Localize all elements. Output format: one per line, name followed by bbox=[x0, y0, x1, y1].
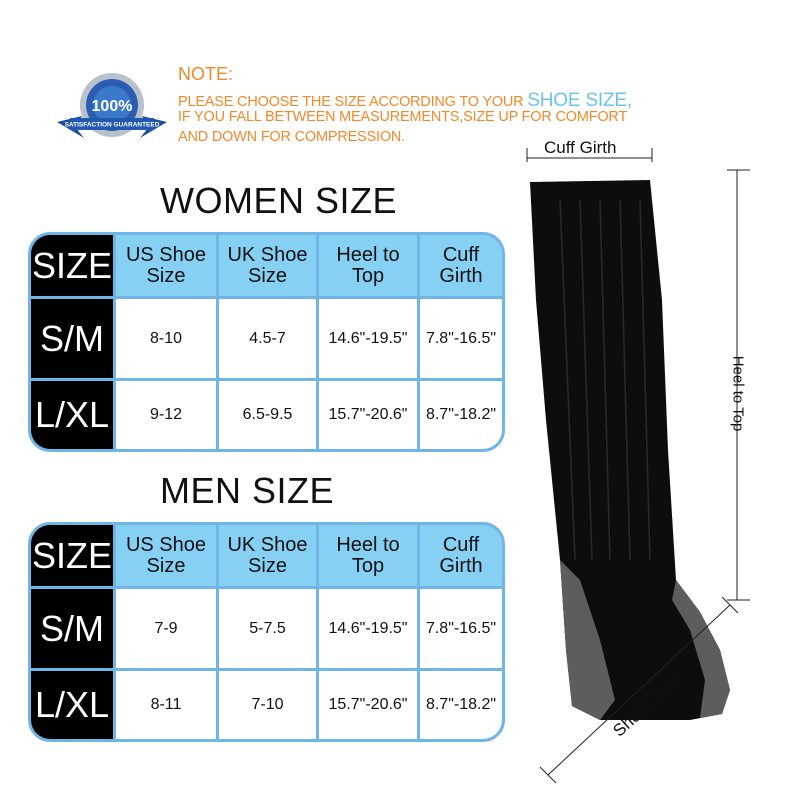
cell: 14.6"-19.5" bbox=[319, 299, 417, 378]
header-cuff-girth: Cuff Girth bbox=[420, 525, 502, 586]
cell: 8-11 bbox=[116, 671, 216, 739]
badge-ring-text: SATISFACTION GUARANTEED bbox=[65, 122, 160, 129]
note-line-3: AND DOWN FOR COMPRESSION. bbox=[178, 129, 406, 145]
cell: 15.7"-20.6" bbox=[319, 671, 417, 739]
header-heel-to-top: Heel to Top bbox=[319, 235, 417, 296]
cell: 6.5-9.5 bbox=[219, 381, 316, 449]
header-us-shoe: US Shoe Size bbox=[116, 525, 216, 586]
row-size: S/M bbox=[31, 299, 113, 378]
satisfaction-guaranteed-badge: 100% SATISFACTION GUARANTEED bbox=[57, 73, 167, 138]
note-line-2: IF YOU FALL BETWEEN MEASUREMENTS,SIZE UP… bbox=[178, 109, 628, 125]
cell: 7.8"-16.5" bbox=[420, 589, 502, 668]
cell: 8.7"-18.2" bbox=[420, 381, 502, 449]
cell: 8-10 bbox=[116, 299, 216, 378]
cell: 4.5-7 bbox=[219, 299, 316, 378]
women-size-title: WOMEN SIZE bbox=[160, 180, 397, 221]
cell: 14.6"-19.5" bbox=[319, 589, 417, 668]
header-size: SIZE bbox=[31, 235, 113, 296]
women-size-table: SIZE US Shoe Size UK Shoe Size Heel to T… bbox=[28, 232, 505, 452]
heel-to-top-arrow bbox=[727, 169, 750, 601]
men-size-table: SIZE US Shoe Size UK Shoe Size Heel to T… bbox=[28, 522, 505, 742]
header-uk-shoe: UK Shoe Size bbox=[219, 235, 316, 296]
note-text: PLEASE CHOOSE THE SIZE ACCORDING TO YOUR bbox=[178, 94, 528, 110]
row-size: L/XL bbox=[31, 671, 113, 739]
note-line-1: PLEASE CHOOSE THE SIZE ACCORDING TO YOUR… bbox=[178, 90, 632, 112]
cuff-girth-label: Cuff Girth bbox=[544, 138, 617, 157]
header-heel-to-top: Heel to Top bbox=[319, 525, 417, 586]
cell: 9-12 bbox=[116, 381, 216, 449]
cell: 7-10 bbox=[219, 671, 316, 739]
cell: 7-9 bbox=[116, 589, 216, 668]
cell: 15.7"-20.6" bbox=[319, 381, 417, 449]
badge-percent: 100% bbox=[92, 98, 133, 115]
note-title: NOTE: bbox=[178, 64, 234, 84]
header-cuff-girth: Cuff Girth bbox=[420, 235, 502, 296]
row-size: L/XL bbox=[31, 381, 113, 449]
cell: 5-7.5 bbox=[219, 589, 316, 668]
header-size: SIZE bbox=[31, 525, 113, 586]
men-size-title: MEN SIZE bbox=[160, 470, 335, 511]
cell: 7.8"-16.5" bbox=[420, 299, 502, 378]
heel-to-top-label: Heel to Top bbox=[729, 355, 747, 432]
sock-illustration bbox=[530, 180, 730, 720]
row-size: S/M bbox=[31, 589, 113, 668]
header-us-shoe: US Shoe Size bbox=[116, 235, 216, 296]
header-uk-shoe: UK Shoe Size bbox=[219, 525, 316, 586]
cell: 8.7"-18.2" bbox=[420, 671, 502, 739]
shoe-size-highlight: SHOE SIZE, bbox=[527, 90, 632, 111]
shoes-size-arrow bbox=[539, 596, 739, 784]
cuff-girth-arrow bbox=[526, 148, 653, 162]
